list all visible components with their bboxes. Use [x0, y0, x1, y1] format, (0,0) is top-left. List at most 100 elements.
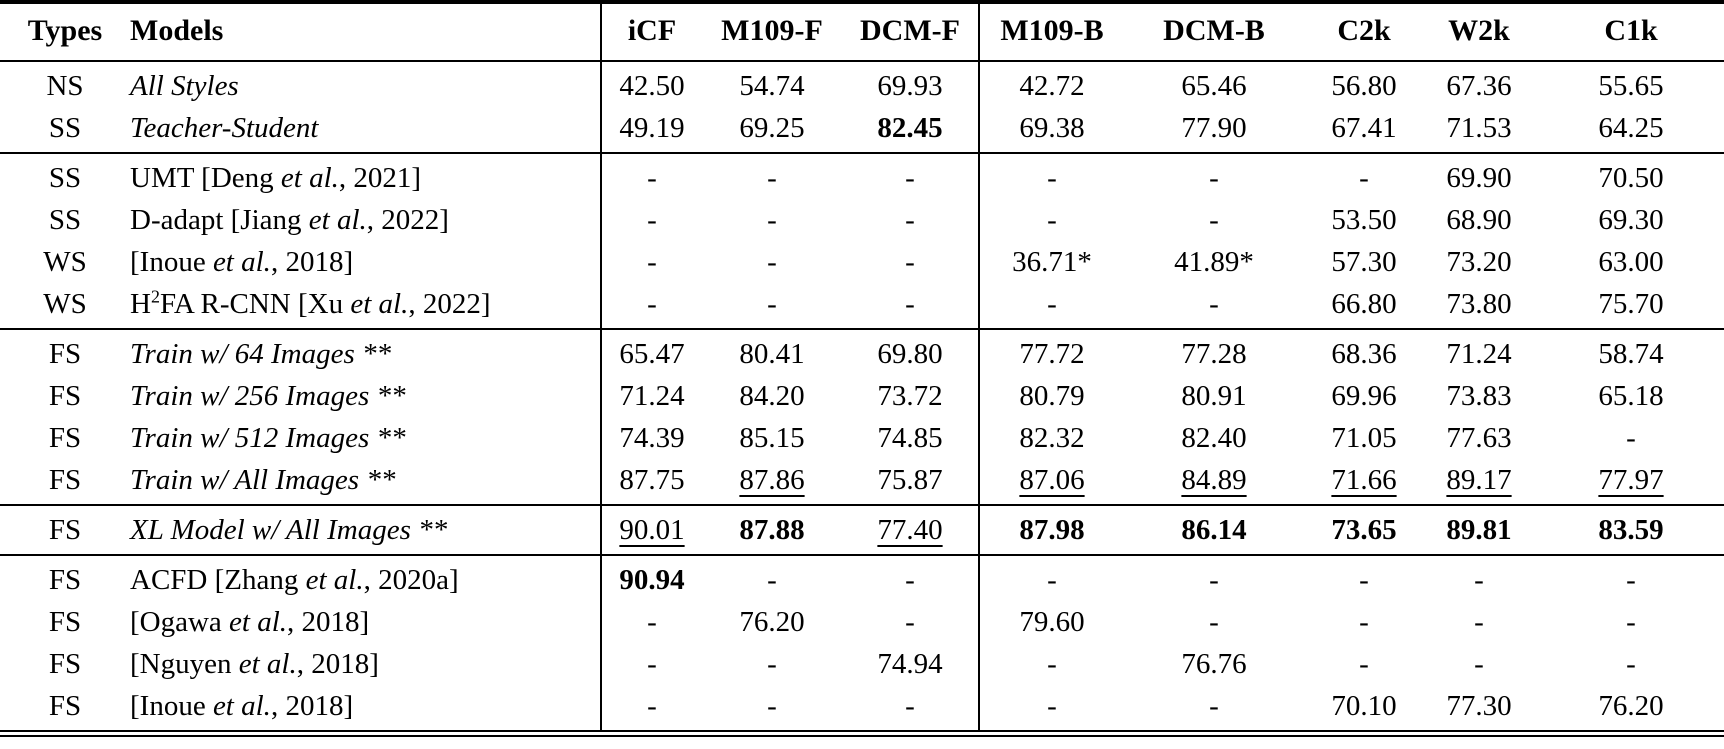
- value-text: -: [1209, 162, 1219, 194]
- model-cell: Train w/ All Images **: [130, 459, 601, 505]
- value-text: -: [1626, 606, 1636, 638]
- value-cell-m109f: 84.20: [702, 375, 842, 417]
- value-cell-c2k: 56.80: [1304, 60, 1424, 107]
- value-cell-m109b: 69.38: [978, 107, 1124, 153]
- value-text: 69.80: [877, 338, 943, 370]
- value-text: -: [905, 162, 915, 194]
- value-cell-dcmf: 69.80: [842, 328, 979, 375]
- model-label-segment: , 2018]: [287, 606, 370, 638]
- value-text: 56.80: [1331, 70, 1397, 102]
- model-label-segment: UMT [Deng: [130, 162, 281, 194]
- value-cell-m109f: 80.41: [702, 328, 842, 375]
- column-header-models: Models: [130, 2, 601, 62]
- value-cell-icf: 71.24: [600, 375, 702, 417]
- value-cell-m109f: 87.88: [702, 504, 842, 555]
- type-cell: FS: [48, 380, 82, 412]
- model-label-segment: et al.: [229, 606, 288, 638]
- value-text: -: [647, 606, 657, 638]
- value-text: 70.50: [1598, 162, 1664, 194]
- value-cell-dcmb: 65.46: [1124, 60, 1304, 107]
- value-text: -: [905, 564, 915, 596]
- value-text: 73.83: [1446, 380, 1512, 412]
- value-cell-c1k: 63.00: [1534, 241, 1724, 283]
- value-text: -: [767, 246, 777, 278]
- table-row: SS UMT [Deng et al., 2021] - - - - - - 69.90 70.5…: [0, 152, 1724, 199]
- value-text: 54.74: [739, 70, 805, 102]
- value-cell-dcmf: 73.72: [842, 375, 979, 417]
- value-text: 82.45: [877, 112, 943, 144]
- type-cell: FS: [48, 422, 82, 454]
- value-text: 42.72: [1019, 70, 1085, 102]
- value-text: 87.98: [1019, 514, 1085, 546]
- model-label-segment: et al.: [238, 648, 297, 680]
- value-text: 41.89*: [1174, 246, 1254, 278]
- table-row: FS Train w/ 512 Images ** 74.39 85.15 74.85 8…: [0, 417, 1724, 459]
- value-cell-m109b: -: [978, 554, 1124, 601]
- value-text: -: [767, 162, 777, 194]
- model-label-segment: All Styles: [130, 70, 239, 102]
- value-cell-icf: 42.50: [600, 60, 702, 107]
- value-text: 77.63: [1446, 422, 1512, 454]
- value-text: 77.72: [1019, 338, 1085, 370]
- type-cell: NS: [0, 60, 130, 107]
- value-text: -: [1359, 162, 1369, 194]
- value-text: -: [1359, 564, 1369, 596]
- model-label-segment: D-adapt [Jiang: [130, 204, 309, 236]
- value-cell-dcmb: -: [1124, 554, 1304, 601]
- value-cell-c2k: -: [1304, 601, 1424, 643]
- value-text: -: [767, 648, 777, 680]
- value-cell-w2k: -: [1424, 643, 1534, 685]
- model-label-segment: , 2018]: [270, 246, 354, 278]
- type-cell: FS: [48, 648, 82, 680]
- header-row: Types Models iCF M109-F DCM-F M109-B DCM…: [0, 2, 1724, 62]
- value-cell-w2k: 69.90: [1424, 152, 1534, 199]
- value-text: 82.32: [1019, 422, 1085, 454]
- value-cell-c2k: 71.05: [1304, 417, 1424, 459]
- type-cell: SS: [48, 112, 82, 144]
- value-cell-dcmb: -: [1124, 152, 1304, 199]
- column-header-c2k: C2k: [1304, 2, 1424, 62]
- value-text: 58.74: [1598, 338, 1664, 370]
- value-cell-w2k: -: [1424, 554, 1534, 601]
- value-cell-m109b: -: [978, 685, 1124, 734]
- table-row: FS ACFD [Zhang et al., 2020a] 90.94 - - - - - - -: [0, 554, 1724, 601]
- model-label-segment: Train w/ All Images **: [130, 464, 396, 496]
- value-text: 87.88: [739, 514, 805, 546]
- value-cell-c2k: 70.10: [1304, 685, 1424, 734]
- value-text: 63.00: [1598, 246, 1664, 278]
- table-section-5: FS ACFD [Zhang et al., 2020a] 90.94- - - - - - -…: [0, 554, 1724, 734]
- value-text: 76.20: [1598, 690, 1664, 722]
- type-cell: FS: [0, 328, 130, 375]
- value-cell-w2k: 73.20: [1424, 241, 1534, 283]
- table-section-4: FS XL Model w/ All Images ** 90.01 87.88 77.…: [0, 504, 1724, 555]
- column-header-m109f: M109-F: [702, 2, 842, 62]
- value-text: 57.30: [1331, 246, 1397, 278]
- value-text: 74.85: [877, 422, 943, 454]
- value-text: 76.76: [1181, 648, 1247, 680]
- value-cell-c1k: -: [1534, 643, 1724, 685]
- model-cell: [Inoue et al., 2018]: [130, 241, 601, 283]
- value-text: -: [647, 690, 657, 722]
- value-cell-m109b: -: [978, 199, 1124, 241]
- value-cell-c2k: -: [1304, 152, 1424, 199]
- value-text: -: [647, 288, 657, 320]
- table-header: Types Models iCF M109-F DCM-F M109-B DCM…: [0, 2, 1724, 62]
- value-text: 87.75: [619, 464, 685, 496]
- value-text: 84.89: [1181, 464, 1247, 496]
- value-text: 73.72: [877, 380, 943, 412]
- model-cell: Teacher-Student: [130, 107, 601, 153]
- value-cell-dcmf: -: [842, 554, 979, 601]
- value-cell-icf: -: [600, 283, 702, 329]
- value-text: 64.25: [1598, 112, 1664, 144]
- value-text: 77.30: [1446, 690, 1512, 722]
- value-cell-dcmb: 77.90: [1124, 107, 1304, 153]
- value-cell-m109b: 80.79: [978, 375, 1124, 417]
- value-cell-dcmf: -: [842, 241, 979, 283]
- value-text: -: [1047, 648, 1057, 680]
- model-cell: [Nguyen et al., 2018]: [130, 643, 601, 685]
- value-cell-m109f: -: [702, 152, 842, 199]
- value-text: 77.40: [877, 514, 943, 546]
- column-header-dcmb: DCM-B: [1124, 2, 1304, 62]
- value-cell-c2k: 71.66: [1304, 459, 1424, 505]
